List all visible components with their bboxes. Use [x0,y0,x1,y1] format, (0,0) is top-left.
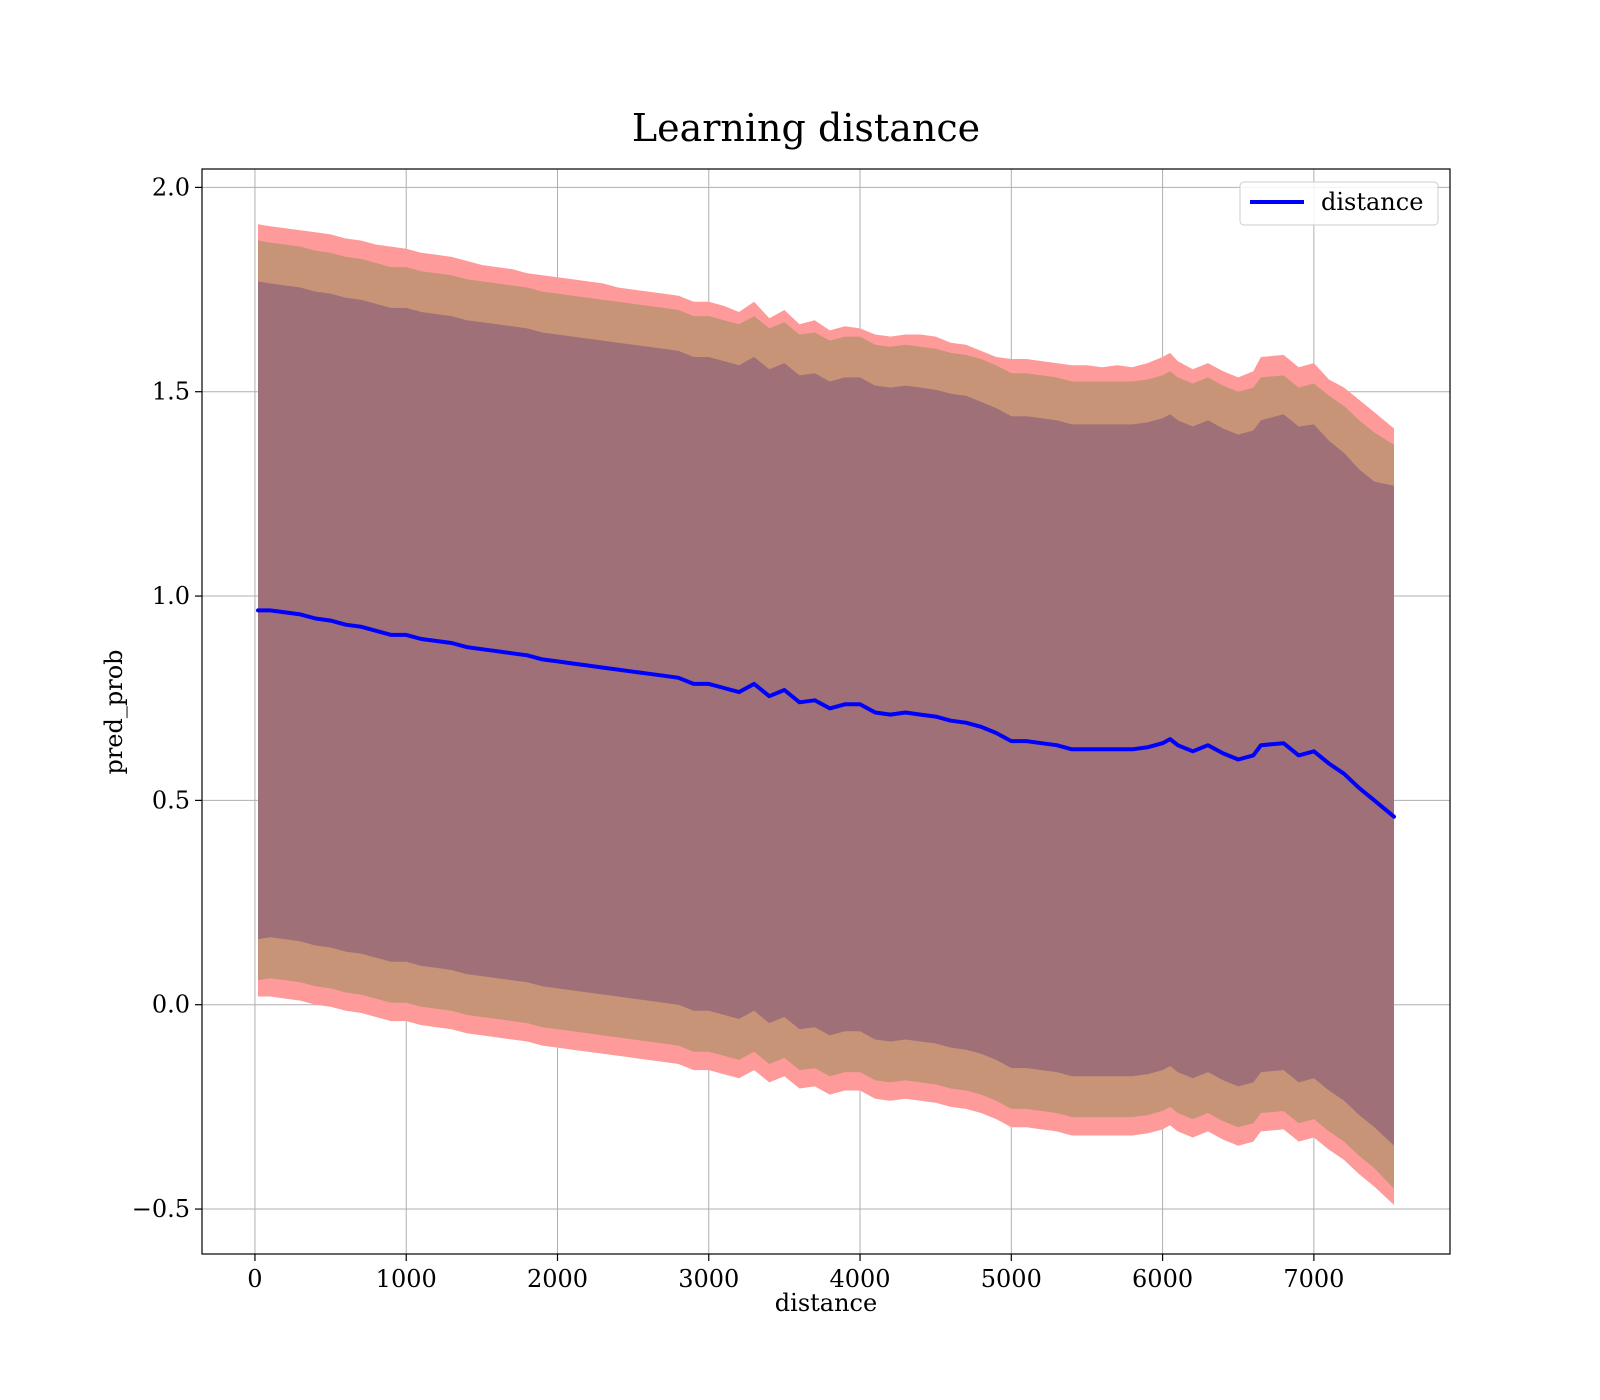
y-tick-label: 0.0 [152,991,190,1019]
series-line-distance [256,608,1396,819]
legend: distance [1239,181,1439,226]
x-tick-label: 6000 [1132,1265,1193,1293]
y-tick-label: −0.5 [132,1195,190,1223]
x-axis-label: distance [775,1289,877,1317]
y-tick-label: 1.5 [152,378,190,406]
y-axis-ticks: −0.5 0.0 0.5 1.0 1.5 2.0 [132,173,202,1223]
x-tick-label: 2000 [527,1265,588,1293]
x-tick-label: 5000 [981,1265,1042,1293]
legend-label-distance: distance [1321,188,1423,216]
y-axis-label: pred_prob [100,649,128,774]
y-tick-label: 1.0 [152,582,190,610]
chart-title: Learning distance [632,106,980,150]
confidence-bands [258,224,1394,1205]
y-tick-label: 2.0 [152,173,190,201]
x-tick-label: 0 [247,1265,262,1293]
x-tick-label: 3000 [678,1265,739,1293]
x-tick-label: 7000 [1283,1265,1344,1293]
x-axis-ticks: 0 1000 2000 3000 4000 5000 6000 7000 [247,1254,1344,1293]
band-inner [258,281,1394,1146]
legend-box [1239,181,1439,226]
y-tick-label: 0.5 [152,786,190,814]
series-lines [256,608,1396,819]
x-tick-label: 1000 [376,1265,437,1293]
x-tick-label: 4000 [829,1265,890,1293]
plot-frame [201,168,1451,1255]
